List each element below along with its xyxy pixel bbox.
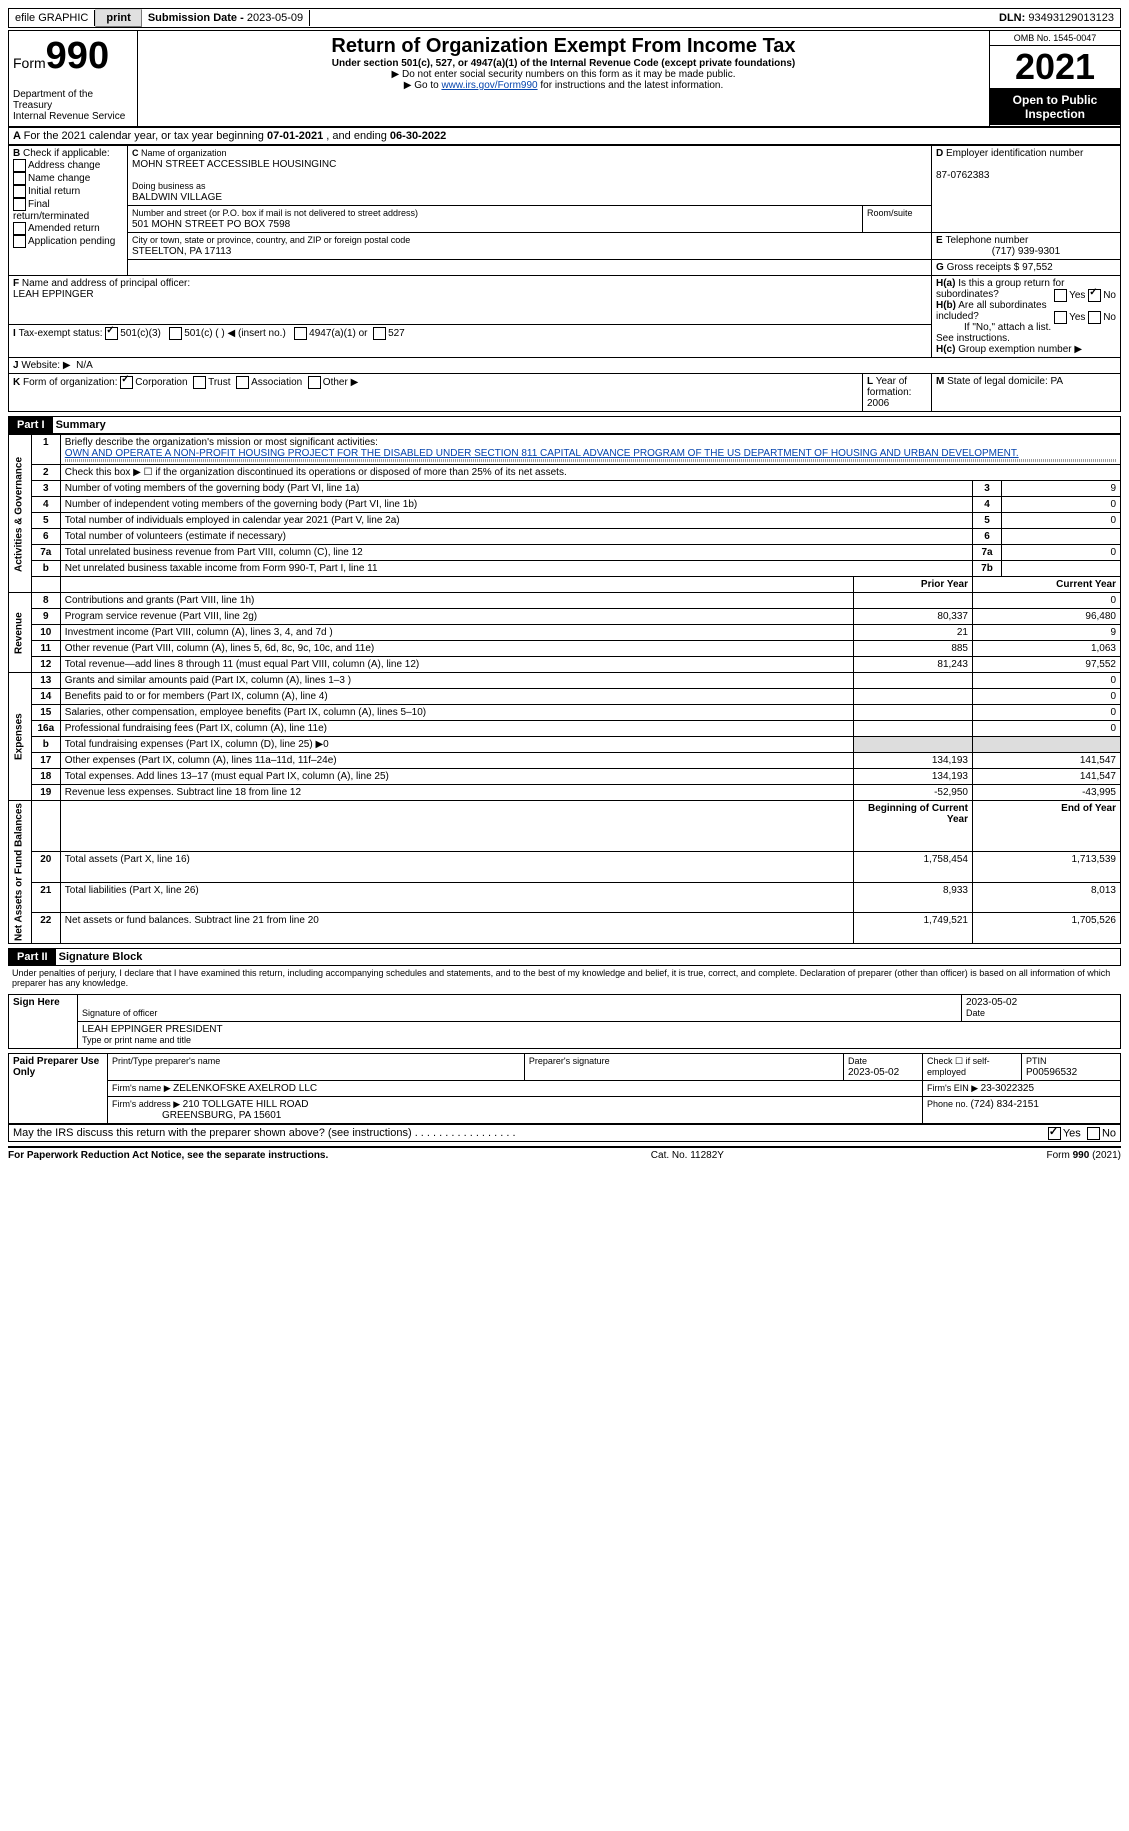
irs-link[interactable]: www.irs.gov/Form990 bbox=[441, 80, 537, 91]
efile-label: efile GRAPHIC bbox=[9, 10, 95, 26]
part1: Part I Summary bbox=[8, 416, 1121, 434]
dept: Department of the Treasury bbox=[13, 89, 93, 111]
dln: DLN: 93493129013123 bbox=[993, 10, 1120, 26]
declaration: Under penalties of perjury, I declare th… bbox=[8, 966, 1121, 990]
print-button[interactable]: print bbox=[95, 9, 141, 27]
form-title: Return of Organization Exempt From Incom… bbox=[142, 35, 985, 58]
may-discuss: May the IRS discuss this return with the… bbox=[8, 1124, 1121, 1142]
footer: For Paperwork Reduction Act Notice, see … bbox=[8, 1146, 1121, 1161]
paid-preparer: Paid Preparer Use Only Print/Type prepar… bbox=[8, 1053, 1121, 1124]
part2: Part II Signature Block bbox=[8, 948, 1121, 966]
header-block: B Check if applicable: Address change Na… bbox=[8, 145, 1121, 412]
sign-here: Sign Here Signature of officer 2023-05-0… bbox=[8, 994, 1121, 1049]
summary-table: Activities & Governance 1 Briefly descri… bbox=[8, 434, 1121, 944]
open-inspection: Open to Public Inspection bbox=[990, 89, 1120, 125]
submission-date: Submission Date - 2023-05-09 bbox=[142, 10, 310, 26]
irs: Internal Revenue Service bbox=[13, 111, 125, 122]
top-bar: efile GRAPHIC print Submission Date - 20… bbox=[8, 8, 1121, 28]
line-a: A For the 2021 calendar year, or tax yea… bbox=[8, 127, 1121, 145]
form-header: Form990 Department of the Treasury Inter… bbox=[8, 30, 1121, 127]
tax-year: 2021 bbox=[990, 45, 1120, 89]
